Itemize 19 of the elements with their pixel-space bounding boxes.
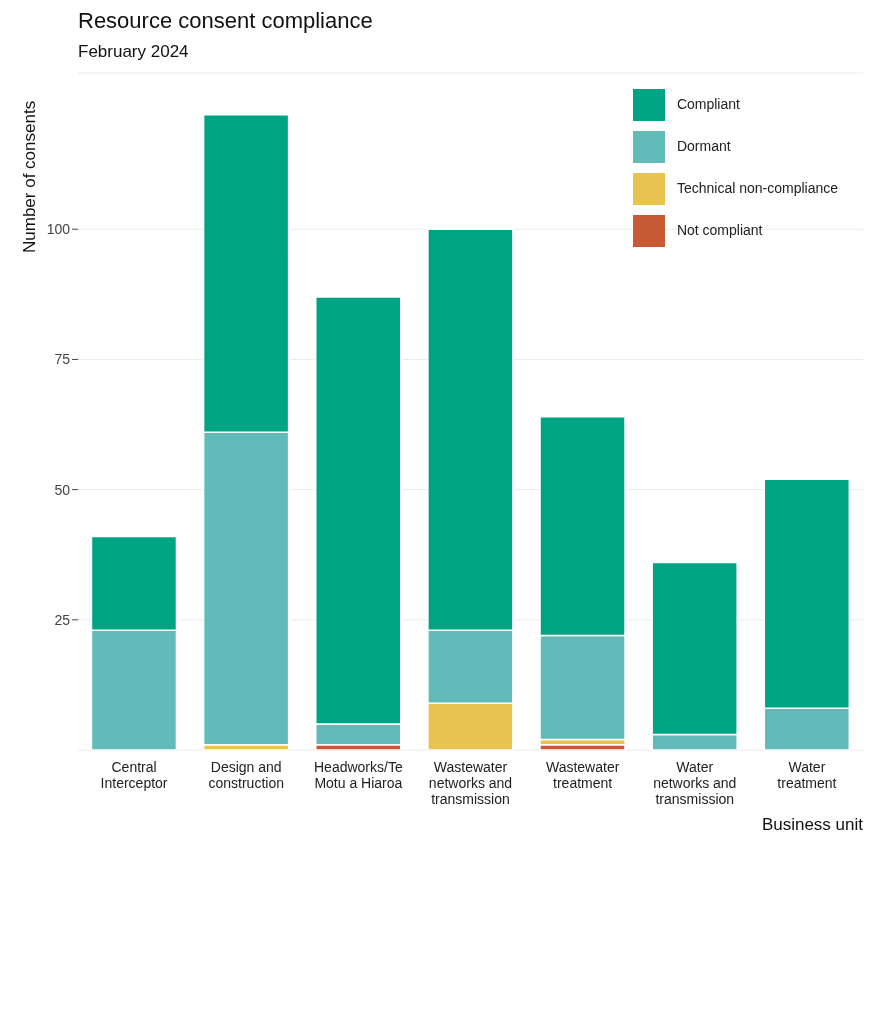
x-tick-label: Wastewater networks and transmission xyxy=(428,759,513,807)
x-tick-label: Central Interceptor xyxy=(100,759,168,791)
x-tick-label: Water treatment xyxy=(777,759,837,791)
legend-label: Technical non-compliance xyxy=(676,180,838,196)
x-tick-label: Wastewater treatment xyxy=(545,759,620,791)
y-tick-label: 100 xyxy=(46,221,71,238)
x-tick-label: Headworks/Te Motu a Hiaroa xyxy=(314,759,403,791)
chart-title: Resource consent compliance xyxy=(78,8,373,34)
legend-label: Dormant xyxy=(676,138,731,154)
legend-label: Compliant xyxy=(676,96,740,112)
y-tick-label: 25 xyxy=(54,611,71,628)
y-axis-title: Number of consents xyxy=(20,100,40,253)
chart-subtitle: February 2024 xyxy=(78,42,189,62)
y-tick-label: 75 xyxy=(54,351,71,368)
x-tick-label: Design and construction xyxy=(208,759,284,791)
legend-label: Not compliant xyxy=(676,222,763,238)
x-axis-title: Business unit xyxy=(761,815,864,834)
y-tick-label: 50 xyxy=(54,481,71,498)
x-tick-label: Water networks and transmission xyxy=(653,759,737,807)
